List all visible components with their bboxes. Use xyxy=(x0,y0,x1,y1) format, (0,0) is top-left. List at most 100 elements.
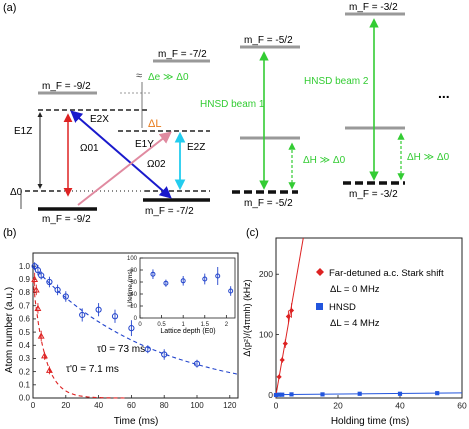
data-point-square xyxy=(435,391,440,396)
panel-b-xlabel: Time (ms) xyxy=(114,416,159,427)
x-tick-label: 0 xyxy=(31,401,36,410)
panel-c-axes-frame xyxy=(275,237,463,399)
mf-m52-bot-label: m_F = -5/2 xyxy=(244,198,293,209)
mf-m72-top-label: m_F = -7/2 xyxy=(158,49,207,60)
data-point-circle xyxy=(161,351,168,358)
data-point-circle xyxy=(34,267,42,274)
mf-m72-bot-label: m_F = -7/2 xyxy=(145,206,194,217)
y-tick-label: 0.6 xyxy=(19,315,31,324)
legend1-sub: ΔL = 0 MHz xyxy=(330,284,380,295)
data-point-circle xyxy=(95,306,102,313)
x-tick-label: 60 xyxy=(127,401,136,410)
panel-b-axes-frame xyxy=(32,252,239,399)
data-point-square xyxy=(280,392,285,397)
legend1-title: Far-detuned a.c. Stark shift xyxy=(329,268,444,279)
data-point-circle xyxy=(144,346,151,353)
data-point-circle xyxy=(62,293,69,300)
panel-b-plot xyxy=(31,262,239,399)
y-tick-label: 1.0 xyxy=(19,262,31,271)
data-point-circle xyxy=(128,325,135,332)
data-point-circle xyxy=(54,286,61,294)
data-point-diamond xyxy=(285,313,291,320)
x-tick-label: 100 xyxy=(190,401,204,410)
panel-b: (b) 0 20 40 60 80 100 1200.00.10.20.30.40.50.6… xyxy=(3,227,239,427)
mf-m32-bot-label: m_F = -3/2 xyxy=(349,189,398,200)
x-tick-label: 40 xyxy=(395,401,405,411)
data-point-square xyxy=(397,391,403,396)
panel-c-plot xyxy=(273,237,463,398)
x-tick-label: 20 xyxy=(61,401,70,410)
data-point-circle xyxy=(38,272,45,279)
y-tick-label: 20 xyxy=(130,304,137,310)
data-point-triangle xyxy=(41,352,48,359)
delta-h1-label: ΔH ≫ Δ0 xyxy=(303,155,346,166)
y-tick-label: 0.5 xyxy=(19,328,31,337)
y-tick-label: 200 xyxy=(259,269,273,279)
hnsd-beam2-label: HNSD beam 2 xyxy=(304,76,369,87)
x-tick-label: 60 xyxy=(457,401,467,411)
e2x-arrow xyxy=(70,110,172,199)
data-point-triangle xyxy=(45,366,53,373)
data-point-square xyxy=(289,392,294,397)
y-tick-label: 40 xyxy=(130,292,137,298)
mf-m52-top-label: m_F = -5/2 xyxy=(244,35,293,46)
panel-c-ticks: 0 20 40 60 0 100 200 xyxy=(259,269,467,410)
data-point-circle xyxy=(228,288,234,294)
y-tick-label: 100 xyxy=(259,329,273,339)
break-symbol: ≈ xyxy=(136,70,142,82)
x-tick-label: 0.5 xyxy=(157,322,166,328)
x-tick-label: 0 xyxy=(138,322,142,328)
data-point-circle xyxy=(31,263,38,270)
fit-curve xyxy=(32,279,127,399)
panel-b-ticks: 0 20 40 60 80 100 1200.00.10.20.30.40.50.60.70… xyxy=(19,262,237,410)
x-tick-label: 40 xyxy=(94,401,103,410)
x-tick-label: 1.5 xyxy=(201,322,210,328)
panel-a-label: (a) xyxy=(3,2,16,14)
x-tick-label: 2 xyxy=(225,322,229,328)
x-tick-label: 120 xyxy=(223,401,237,410)
data-point-square xyxy=(320,392,325,397)
data-point-circle xyxy=(79,311,86,319)
delta-h2-label: ΔH ≫ Δ0 xyxy=(407,152,450,163)
data-point-circle xyxy=(202,276,208,282)
y-tick-label: 0.4 xyxy=(19,341,31,350)
y-tick-label: 0.7 xyxy=(19,301,31,310)
e2z-label: E2Z xyxy=(187,142,205,153)
y-tick-label: 0 xyxy=(268,390,273,400)
e2x-label: E2X xyxy=(90,114,109,125)
y-tick-label: 0.3 xyxy=(19,354,31,363)
inset-plot xyxy=(150,267,234,296)
y-tick-label: 0.8 xyxy=(19,288,31,297)
y-tick-label: 100 xyxy=(127,256,138,262)
delta-l-label: ΔL xyxy=(148,118,161,130)
data-point-diamond xyxy=(288,307,295,314)
panel-a: (a) m_F = -9/2 m_F = -7/2 m_F = -9/2 m_F… xyxy=(3,2,450,225)
panel-c-label: (c) xyxy=(246,227,259,239)
panel-c-xlabel: Holding time (ms) xyxy=(331,416,409,427)
x-tick-label: 80 xyxy=(160,401,169,410)
data-point-circle xyxy=(46,278,53,286)
panel-c: (c) 0 20 40 60 0 100 200 Δ⟨p²⟩/(4πmh) (kHz) Ho… xyxy=(242,227,467,427)
panel-c-legend: Far-detuned a.c. Stark shift ΔL = 0 MHz … xyxy=(316,268,444,329)
mf-m32-top-label: m_F = -3/2 xyxy=(349,2,398,13)
hnsd-beam1-label: HNSD beam 1 xyxy=(200,99,265,110)
tau0p-label: τ'0 = 7.1 ms xyxy=(66,364,119,375)
data-point-circle xyxy=(180,278,186,284)
mf-m92-bot-label: m_F = -9/2 xyxy=(42,214,91,225)
inset-frame xyxy=(139,257,236,319)
y-tick-label: 0.0 xyxy=(19,394,31,403)
y-tick-label: 0.2 xyxy=(19,367,31,376)
mf-m92-top-label: m_F = -9/2 xyxy=(42,81,91,92)
panel-c-ylabel: Δ⟨p²⟩/(4πmh) (kHz) xyxy=(242,279,252,356)
data-point-circle xyxy=(193,360,201,367)
data-point-circle xyxy=(111,313,119,320)
ellipsis: ... xyxy=(438,85,450,101)
data-point-triangle xyxy=(37,332,45,339)
data-point-square xyxy=(273,392,279,398)
data-point-diamond xyxy=(279,357,285,363)
tau0-label: τ0 = 73 ms xyxy=(97,344,145,355)
fit-line-blue xyxy=(275,392,463,396)
delta0-label: Δ0 xyxy=(10,187,23,198)
